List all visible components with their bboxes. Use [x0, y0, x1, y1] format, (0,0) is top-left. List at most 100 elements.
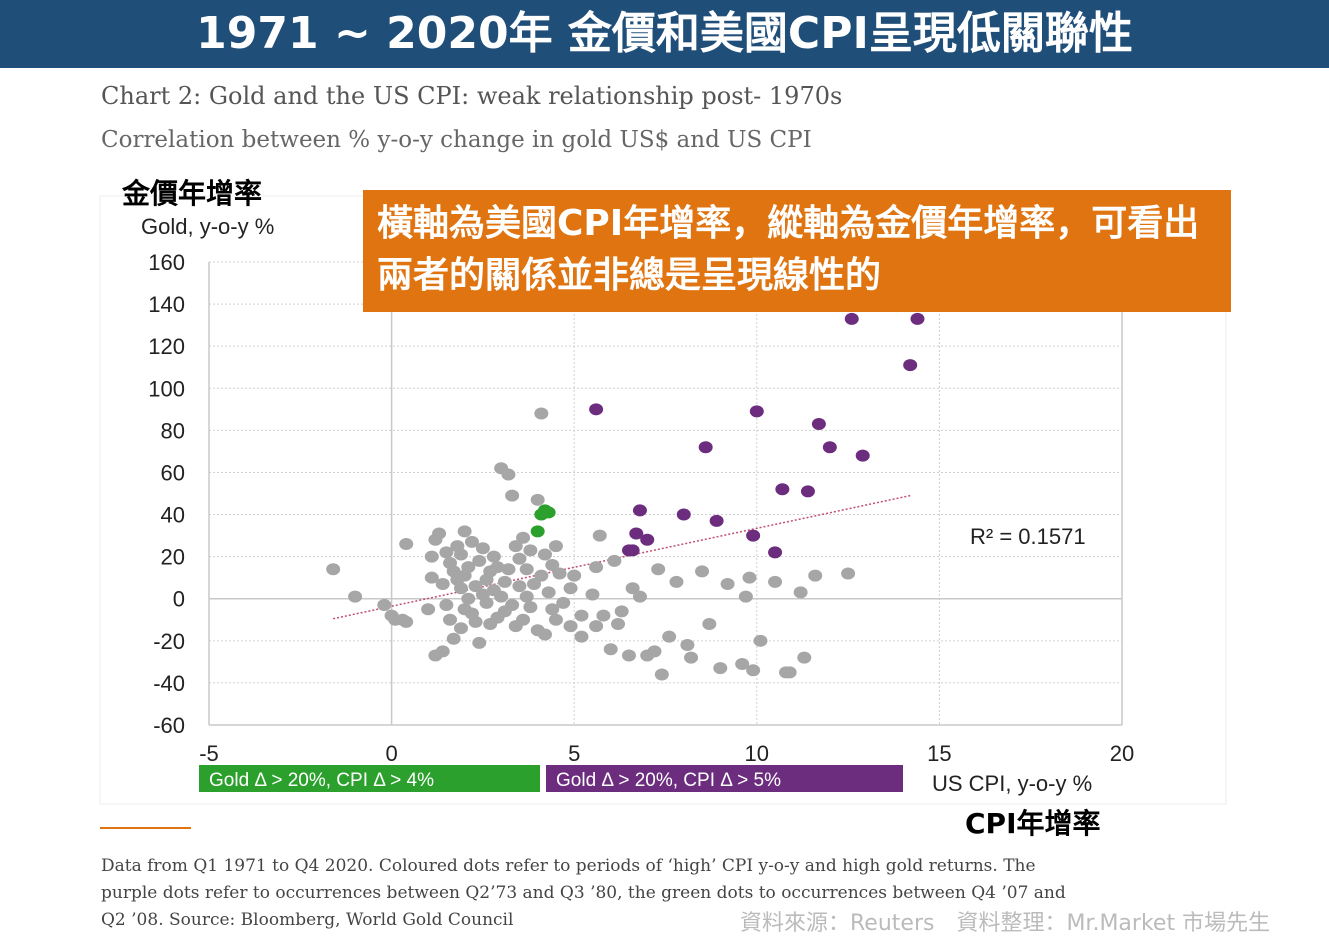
grey-point	[468, 615, 483, 628]
grey-point	[537, 628, 552, 641]
grey-point	[461, 592, 476, 605]
y-tick-label: 60	[161, 460, 185, 485]
grey-point	[421, 603, 436, 616]
green-point	[530, 525, 545, 538]
grey-point	[424, 550, 439, 563]
purple-point	[629, 527, 644, 540]
grey-point	[486, 550, 501, 563]
source-credit: 資料來源：Reuters 資料整理：Mr.Market 市場先生	[740, 911, 1271, 936]
grey-point	[742, 571, 757, 584]
purple-point	[698, 441, 713, 454]
footnote: Data from Q1 1971 to Q4 2020. Coloured d…	[101, 856, 1066, 930]
grey-point	[654, 668, 669, 681]
x-axis-label: US CPI, y-o-y %	[932, 771, 1092, 796]
grey-point	[552, 567, 567, 580]
x-tick-label: 0	[385, 741, 397, 766]
grey-point	[453, 582, 468, 595]
y-tick-label: 140	[148, 292, 185, 317]
x-tick-label: 20	[1110, 741, 1134, 766]
purple-point	[800, 485, 815, 498]
grey-point	[545, 603, 560, 616]
banner-title: 1971 ~ 2020年 金價和美國CPI呈現低關聯性	[0, 0, 1329, 68]
grey-point	[453, 622, 468, 635]
grey-point	[494, 590, 509, 603]
y-axis-label: Gold, y-o-y %	[141, 214, 274, 239]
grey-point	[457, 525, 472, 538]
purple-point	[625, 544, 640, 557]
grey-point	[738, 590, 753, 603]
grey-point	[567, 569, 582, 582]
purple-point	[910, 312, 925, 325]
grey-point	[669, 575, 684, 588]
grey-point	[632, 590, 647, 603]
grey-point	[377, 599, 392, 612]
grey-point	[680, 639, 695, 652]
grey-point	[589, 561, 604, 574]
grey-point	[468, 580, 483, 593]
r-squared-label: R² = 0.1571	[970, 524, 1086, 549]
grey-point	[453, 548, 468, 561]
purple-point	[749, 405, 764, 418]
purple-point	[640, 533, 655, 546]
grey-point	[625, 582, 640, 595]
x-tick-label: -5	[199, 741, 219, 766]
grey-point	[611, 617, 626, 630]
divider-line	[100, 827, 191, 829]
grey-point	[464, 535, 479, 548]
y-tick-label: 20	[161, 545, 185, 570]
grey-point	[424, 571, 439, 584]
grey-point	[461, 561, 476, 574]
y-tick-label: 40	[161, 503, 185, 528]
grey-point	[519, 590, 534, 603]
grey-point	[530, 493, 545, 506]
grey-point	[443, 613, 458, 626]
grey-point	[684, 651, 699, 664]
purple-point	[822, 441, 837, 454]
grey-point	[439, 546, 454, 559]
callout-box: 橫軸為美國CPI年增率，縱軸為金價年增率，可看出兩者的關係並非總是呈現線性的	[363, 190, 1231, 312]
grey-point	[662, 630, 677, 643]
x-tick-label: 10	[745, 741, 769, 766]
grey-point	[505, 489, 520, 502]
grey-point	[516, 531, 531, 544]
purple-point	[811, 418, 826, 431]
x-tick-label: 5	[568, 741, 580, 766]
legend-label: Gold Δ > 20%, CPI Δ > 5%	[556, 770, 781, 791]
grey-point	[534, 569, 549, 582]
purple-point	[903, 359, 918, 372]
grey-point	[548, 613, 563, 626]
chart-subtitle: Correlation between % y-o-y change in go…	[101, 127, 812, 153]
grey-point	[516, 613, 531, 626]
y-tick-label: 120	[148, 334, 185, 359]
grey-point	[475, 542, 490, 555]
grey-point	[432, 527, 447, 540]
purple-point	[676, 508, 691, 521]
y-tick-label: 80	[161, 418, 185, 443]
grey-point	[621, 649, 636, 662]
grey-point	[596, 609, 611, 622]
green-point	[537, 504, 552, 517]
grey-point	[797, 651, 812, 664]
grey-point	[614, 605, 629, 618]
grey-point	[523, 544, 538, 557]
grey-point	[695, 565, 710, 578]
y-tick-label: -60	[153, 713, 185, 738]
grey-point	[439, 599, 454, 612]
purple-point	[768, 546, 783, 559]
grey-point	[603, 643, 618, 656]
grey-point	[472, 636, 487, 649]
grey-point	[779, 666, 794, 679]
grey-point	[541, 586, 556, 599]
grey-point	[501, 468, 516, 481]
x-tick-label: 15	[927, 741, 951, 766]
x-axis-chinese-label: CPI年增率	[965, 807, 1101, 840]
grey-point	[399, 615, 414, 628]
grey-point	[534, 407, 549, 420]
grey-point	[720, 577, 735, 590]
grey-point	[548, 540, 563, 553]
grey-point	[574, 609, 589, 622]
grey-point	[326, 563, 341, 576]
grey-point	[651, 563, 666, 576]
purple-point	[632, 504, 647, 517]
